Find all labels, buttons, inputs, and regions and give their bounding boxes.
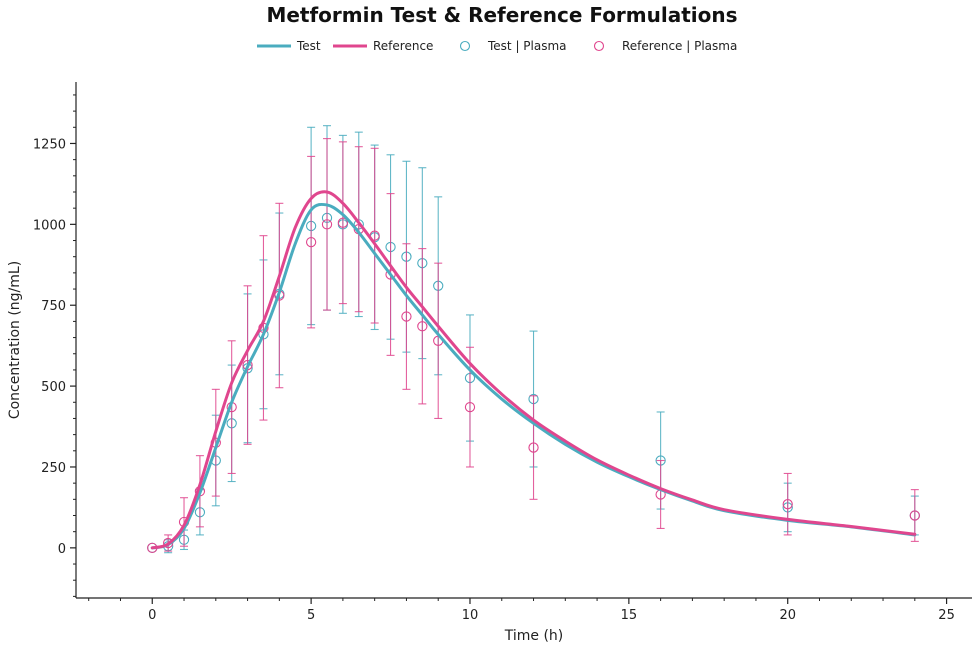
- x-tick-label: 10: [462, 608, 479, 623]
- legend-label: Reference: [373, 39, 433, 53]
- y-tick-label: 1250: [33, 137, 66, 152]
- legend-label: Test: [296, 39, 321, 53]
- legend-swatch-marker: [459, 40, 471, 52]
- y-tick-label: 1000: [33, 218, 66, 233]
- data-point: [528, 442, 539, 453]
- legend: Test Reference Test | Plasma Reference | Pl…: [257, 39, 737, 53]
- x-tick-label: 0: [148, 608, 156, 623]
- data-point: [337, 217, 349, 228]
- legend-swatch-marker: [593, 40, 605, 52]
- data-point: [417, 321, 428, 332]
- y-tick-label: 750: [41, 299, 66, 314]
- data-point: [909, 510, 920, 521]
- y-tick-label: 0: [58, 542, 66, 557]
- data-point: [782, 499, 793, 510]
- series-reference-line: [150, 190, 917, 550]
- y-tick-label: 250: [41, 461, 66, 476]
- legend-label: Reference | Plasma: [622, 39, 737, 53]
- x-tick-label: 15: [621, 608, 638, 623]
- chart-title: Metformin Test & Reference Formulations: [266, 3, 737, 27]
- y-axis-label: Concentration (ng/mL): [7, 261, 23, 419]
- data-point: [305, 236, 317, 248]
- series-layer: [147, 125, 920, 554]
- data-point: [321, 219, 333, 230]
- legend-label: Test | Plasma: [487, 39, 567, 53]
- x-tick-label: 25: [938, 608, 955, 623]
- x-axis-label: Time (h): [504, 628, 564, 644]
- x-tick-label: 20: [779, 608, 796, 623]
- data-point: [464, 401, 476, 413]
- x-tick-label: 5: [307, 608, 315, 623]
- data-point: [401, 311, 412, 322]
- y-tick-label: 500: [41, 380, 66, 395]
